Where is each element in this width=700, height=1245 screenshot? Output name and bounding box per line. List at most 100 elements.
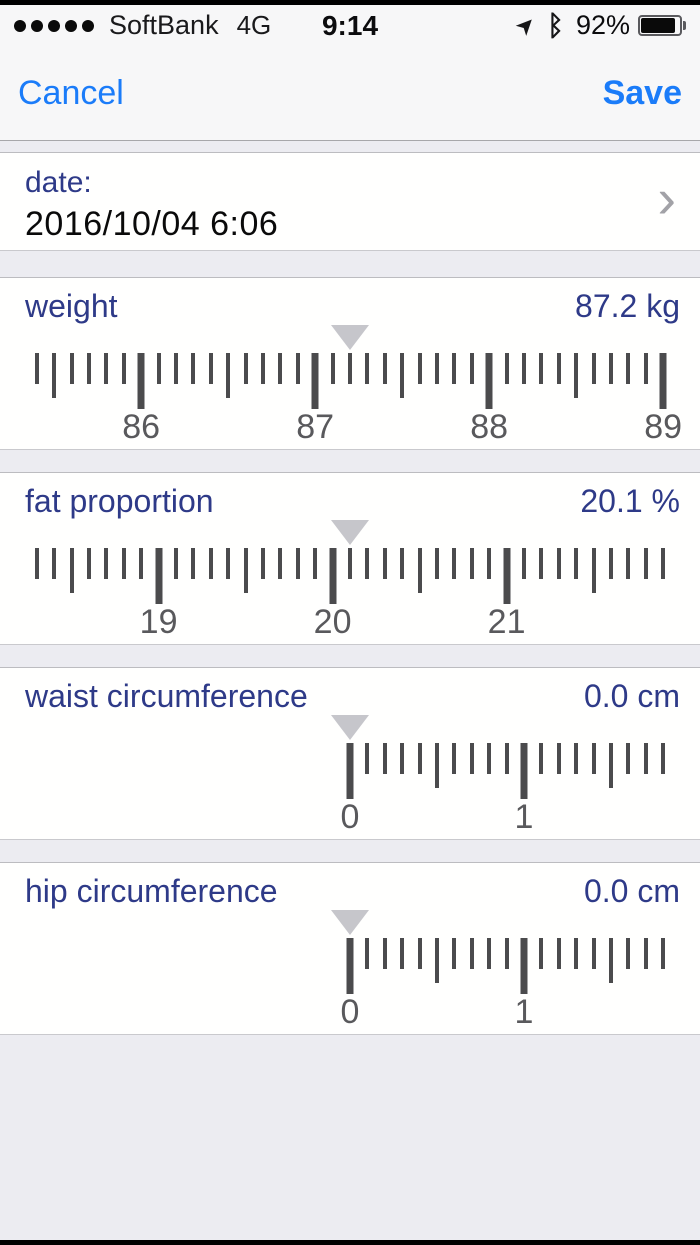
ruler-tick — [539, 548, 544, 579]
ruler-tick — [417, 938, 422, 969]
ruler-tick — [643, 938, 648, 969]
ruler-major-tick — [520, 743, 528, 799]
ruler-tick — [382, 548, 387, 579]
ruler-tick — [661, 743, 666, 774]
ruler-tick — [365, 353, 370, 384]
ruler-tick — [452, 548, 457, 579]
ruler-tick — [382, 353, 387, 384]
signal-dot — [31, 19, 43, 32]
ruler-tick — [539, 353, 544, 384]
ruler-major-tick — [311, 353, 319, 409]
ruler-tick — [591, 548, 596, 593]
ruler-tick — [365, 743, 370, 774]
ruler-major-tick — [329, 548, 337, 604]
ruler-tick — [469, 353, 474, 384]
ruler-tick — [313, 548, 318, 579]
ruler-tick — [382, 938, 387, 969]
ruler-major-tick — [503, 548, 511, 604]
ruler-tick — [487, 548, 492, 579]
ruler-tick — [348, 548, 352, 579]
screen-bottom-bezel — [0, 1240, 700, 1245]
ruler-tick — [191, 353, 196, 384]
ruler-tick — [574, 743, 579, 774]
fat-proportion-section: fat proportion 20.1 % 19 20 21 — [0, 472, 700, 645]
ruler-tick — [69, 353, 74, 384]
ruler-tick — [365, 938, 370, 969]
ruler-tick — [574, 353, 579, 398]
ruler-tick — [522, 353, 526, 384]
ruler-tick — [522, 548, 526, 579]
ruler-number: 86 — [122, 408, 161, 446]
ruler-tick — [156, 353, 161, 384]
date-row[interactable]: date: 2016/10/04 6:06 › — [0, 152, 700, 251]
battery-fill — [641, 18, 675, 33]
fat-proportion-value: 20.1 % — [580, 483, 680, 519]
ruler-tick — [261, 548, 265, 579]
ruler-tick — [87, 353, 91, 384]
ruler-tick — [609, 743, 613, 788]
date-field-value: 2016/10/04 6:06 — [25, 205, 279, 243]
ruler-tick — [121, 548, 126, 579]
navigation-bar: Cancel Save — [0, 46, 700, 141]
ruler-tick — [417, 548, 422, 593]
ruler-tick — [574, 548, 579, 579]
ruler-tick — [626, 548, 631, 579]
ruler-number: 1 — [514, 993, 534, 1031]
clock-label: 9:14 — [321, 9, 379, 41]
weight-header: weight 87.2 kg — [0, 278, 700, 325]
ruler-tick — [330, 353, 335, 384]
save-button[interactable]: Save — [602, 73, 682, 112]
ruler-number: 0 — [340, 993, 360, 1031]
ruler-tick — [626, 743, 631, 774]
ruler-number: 21 — [487, 603, 526, 641]
ruler-tick — [609, 938, 613, 983]
ruler-tick — [609, 353, 613, 384]
ruler-tick — [208, 353, 213, 384]
ruler-pointer-icon — [331, 520, 369, 545]
ruler-tick — [348, 353, 352, 384]
ruler-tick — [435, 548, 439, 579]
cancel-button[interactable]: Cancel — [18, 73, 124, 112]
ruler-number: 20 — [313, 603, 352, 641]
ruler-tick — [556, 743, 561, 774]
weight-ruler-slider[interactable]: 86 87 88 89 — [0, 353, 700, 451]
ruler-tick — [435, 938, 439, 983]
hip-circumference-label: hip circumference — [25, 873, 278, 909]
ruler-tick — [278, 548, 283, 579]
ruler-tick — [556, 548, 561, 579]
ruler-number: 87 — [296, 408, 335, 446]
ruler-major-tick — [346, 938, 354, 994]
ruler-number: 89 — [644, 408, 683, 446]
ruler-tick — [243, 353, 248, 384]
status-bar-right: ➤ ᛒ 92% — [509, 9, 686, 42]
ruler-major-tick — [485, 353, 493, 409]
ruler-tick — [643, 743, 648, 774]
ruler-tick — [469, 743, 474, 774]
fat-proportion-label: fat proportion — [25, 483, 214, 519]
battery-percent-label: 92% — [575, 10, 630, 40]
ruler-tick — [591, 938, 596, 969]
ruler-tick — [278, 353, 283, 384]
ruler-tick — [435, 353, 439, 384]
screen-top-bezel — [0, 0, 700, 5]
signal-dot — [82, 19, 94, 32]
ruler-tick — [452, 353, 457, 384]
ruler-tick — [174, 353, 178, 384]
ruler-tick — [243, 548, 248, 593]
ruler-tick — [504, 938, 509, 969]
ruler-tick — [34, 353, 39, 384]
ruler-tick — [104, 353, 109, 384]
fat-proportion-ruler-slider[interactable]: 19 20 21 — [0, 548, 700, 646]
ruler-tick — [643, 548, 648, 579]
ruler-tick — [295, 353, 300, 384]
waist-circumference-label: waist circumference — [25, 678, 308, 714]
ruler-major-tick — [659, 353, 667, 409]
ruler-tick — [469, 548, 474, 579]
signal-dot — [48, 19, 60, 32]
ruler-tick — [417, 743, 422, 774]
ruler-number: 1 — [514, 798, 534, 836]
ruler-tick — [400, 938, 405, 969]
